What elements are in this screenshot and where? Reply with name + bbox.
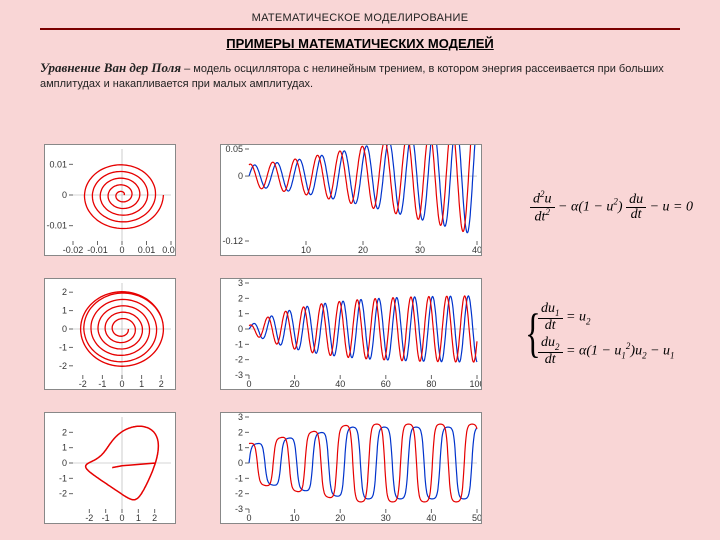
lead-text: Уравнение Ван дер Поля – модель осциллят…: [40, 59, 680, 92]
svg-text:30: 30: [381, 513, 391, 523]
svg-text:0: 0: [62, 458, 67, 468]
svg-text:1: 1: [62, 306, 67, 316]
svg-text:-1: -1: [59, 342, 67, 352]
svg-text:40: 40: [472, 245, 481, 255]
svg-text:0.01: 0.01: [49, 159, 67, 169]
svg-text:0: 0: [246, 513, 251, 523]
svg-text:0: 0: [238, 458, 243, 468]
svg-text:-0.01: -0.01: [87, 245, 108, 255]
svg-text:2: 2: [152, 513, 157, 523]
svg-text:-3: -3: [235, 370, 243, 380]
svg-text:3: 3: [238, 279, 243, 288]
svg-text:100: 100: [469, 379, 481, 389]
svg-text:50: 50: [472, 513, 481, 523]
svg-text:2: 2: [62, 427, 67, 437]
svg-text:0: 0: [62, 324, 67, 334]
page-title: МАТЕМАТИЧЕСКОЕ МОДЕЛИРОВАНИЕ: [40, 12, 680, 24]
svg-text:-3: -3: [235, 504, 243, 514]
lead-strong: Уравнение Ван дер Поля: [40, 60, 181, 75]
svg-text:1: 1: [62, 443, 67, 453]
plot-time_b: 0 20 40 60 80 100 -3 -2 -1 0 1 2 3: [220, 278, 482, 390]
plot-time_c: 0 10 20 30 40 50 -3 -2 -1 0 1 2 3: [220, 412, 482, 524]
plot-phase_b: -2 -1 0 1 2 -2 -1 0 1 2: [44, 278, 176, 390]
svg-text:0: 0: [119, 513, 124, 523]
svg-text:-2: -2: [59, 361, 67, 371]
svg-text:0: 0: [246, 379, 251, 389]
plot-time_a: 10 20 30 40 -0.12 0 0.05: [220, 144, 482, 256]
svg-text:40: 40: [426, 513, 436, 523]
svg-text:-2: -2: [85, 513, 93, 523]
svg-text:-2: -2: [79, 379, 87, 389]
svg-text:0: 0: [119, 379, 124, 389]
svg-text:-0.02: -0.02: [63, 245, 84, 255]
svg-text:1: 1: [238, 443, 243, 453]
svg-text:20: 20: [290, 379, 300, 389]
svg-text:60: 60: [381, 379, 391, 389]
svg-text:2: 2: [62, 287, 67, 297]
svg-text:3: 3: [238, 413, 243, 422]
equation-sys2: du2dt = α(1 − u12)u2 − u1: [538, 336, 675, 367]
svg-text:-1: -1: [235, 339, 243, 349]
svg-text:10: 10: [301, 245, 311, 255]
subtitle: ПРИМЕРЫ МАТЕМАТИЧЕСКИХ МОДЕЛЕЙ: [40, 36, 680, 51]
svg-text:0.01: 0.01: [138, 245, 156, 255]
svg-text:30: 30: [415, 245, 425, 255]
header: МАТЕМАТИЧЕСКОЕ МОДЕЛИРОВАНИЕ ПРИМЕРЫ МАТ…: [0, 0, 720, 92]
equation-sys1: du1dt = u2: [538, 302, 590, 333]
svg-text:-1: -1: [102, 513, 110, 523]
svg-text:0.02: 0.02: [162, 245, 175, 255]
svg-text:1: 1: [238, 309, 243, 319]
svg-text:2: 2: [238, 427, 243, 437]
svg-text:20: 20: [358, 245, 368, 255]
svg-text:-1: -1: [235, 473, 243, 483]
svg-text:0: 0: [62, 190, 67, 200]
svg-text:2: 2: [238, 293, 243, 303]
svg-text:-0.01: -0.01: [46, 221, 67, 231]
svg-text:-2: -2: [235, 489, 243, 499]
svg-text:-1: -1: [59, 473, 67, 483]
svg-text:0: 0: [238, 324, 243, 334]
svg-text:-2: -2: [59, 489, 67, 499]
svg-text:-2: -2: [235, 355, 243, 365]
svg-text:0.05: 0.05: [225, 145, 243, 154]
svg-text:-1: -1: [98, 379, 106, 389]
svg-text:80: 80: [426, 379, 436, 389]
plot-phase_a: -0.02-0.0100.010.02-0.0100.01: [44, 144, 176, 256]
equation-main: d2udt2 − α(1 − u2) dudt − u = 0: [530, 190, 693, 224]
title-rule: [40, 28, 680, 30]
svg-text:20: 20: [335, 513, 345, 523]
svg-text:2: 2: [159, 379, 164, 389]
svg-text:1: 1: [139, 379, 144, 389]
svg-text:-0.12: -0.12: [222, 236, 243, 246]
svg-text:0: 0: [238, 171, 243, 181]
svg-text:40: 40: [335, 379, 345, 389]
svg-text:0: 0: [119, 245, 124, 255]
svg-text:10: 10: [290, 513, 300, 523]
plot-phase_c: -2 -1 0 1 2 -2 -1 0 1 2: [44, 412, 176, 524]
svg-text:1: 1: [136, 513, 141, 523]
